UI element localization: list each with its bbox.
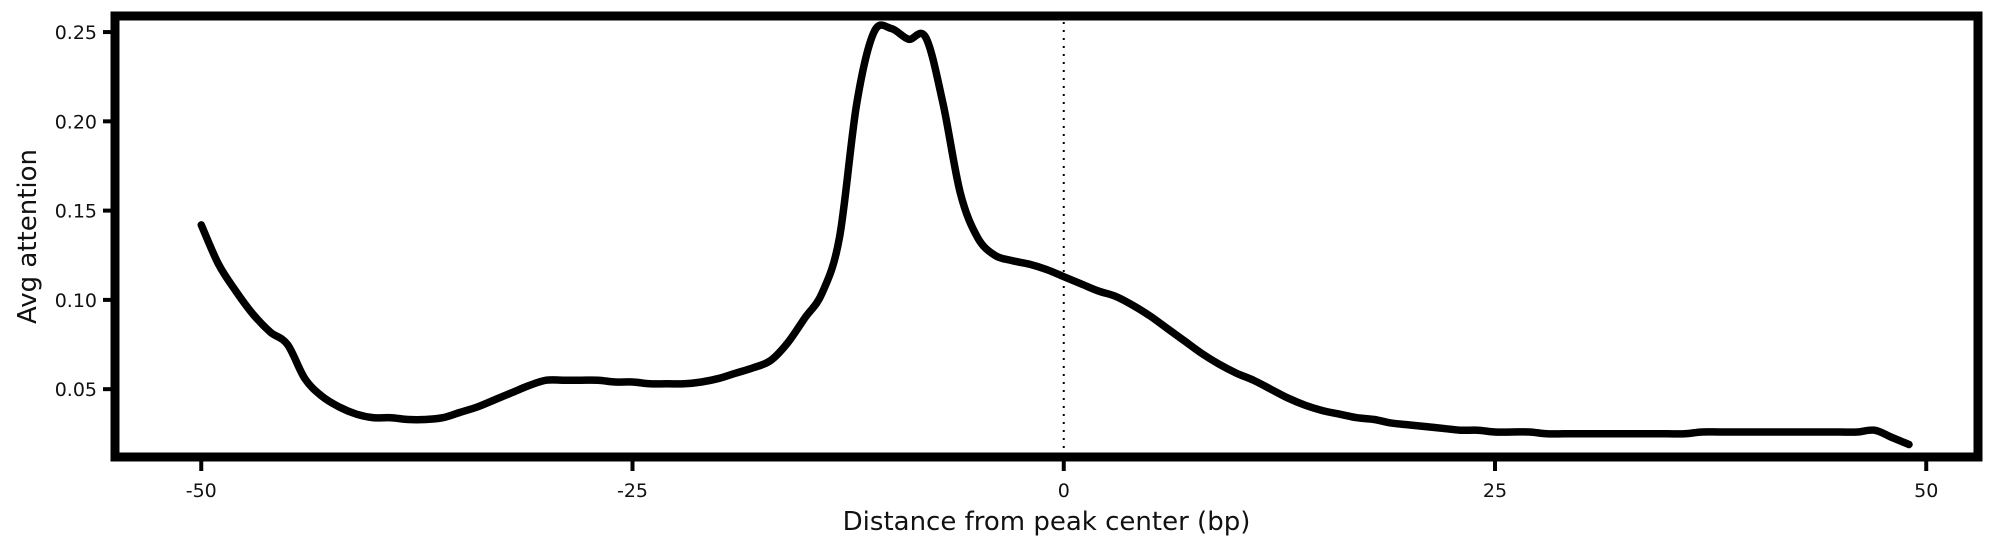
x-axis-title: Distance from peak center (bp) <box>843 507 1251 537</box>
y-axis-title: Avg attention <box>13 149 43 324</box>
x-tick-label: 0 <box>1058 480 1070 502</box>
x-tick-label: -50 <box>186 480 217 502</box>
x-tick-label: 50 <box>1914 480 1938 502</box>
y-tick-label: 0.25 <box>55 22 97 44</box>
y-tick-label: 0.15 <box>55 201 97 223</box>
y-tick-label: 0.10 <box>55 290 97 312</box>
y-tick-label: 0.05 <box>55 379 97 401</box>
y-tick-label: 0.20 <box>55 111 97 133</box>
plot-frame <box>110 11 1983 462</box>
x-tick-label: -25 <box>617 480 648 502</box>
x-tick-label: 25 <box>1483 480 1507 502</box>
series-line <box>197 21 1913 449</box>
x-axis-ticks: -50 -25 0 25 50 <box>186 461 1938 502</box>
y-axis-ticks: 0.05 0.10 0.15 0.20 0.25 <box>55 22 111 401</box>
